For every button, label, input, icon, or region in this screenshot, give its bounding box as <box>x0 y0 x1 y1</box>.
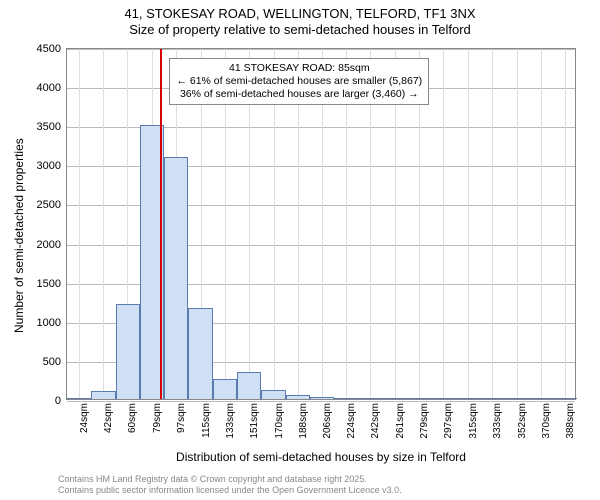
xtick-label: 315sqm <box>468 403 479 439</box>
histogram-bar <box>431 398 455 399</box>
xtick-label: 133sqm <box>225 403 236 439</box>
gridline-v <box>468 49 469 399</box>
gridline-v <box>103 49 104 399</box>
annotation-line3: 36% of semi-detached houses are larger (… <box>176 88 422 101</box>
ytick-label: 1000 <box>37 317 61 329</box>
footer-attribution: Contains HM Land Registry data © Crown c… <box>58 474 402 496</box>
histogram-bar <box>553 398 577 399</box>
xtick-label: 333sqm <box>492 403 503 439</box>
footer-line2: Contains public sector information licen… <box>58 485 402 496</box>
ytick-label: 3500 <box>37 121 61 133</box>
histogram-bar <box>237 372 261 399</box>
histogram-bar <box>286 395 310 399</box>
ytick-label: 2000 <box>37 239 61 251</box>
title-line1: 41, STOKESAY ROAD, WELLINGTON, TELFORD, … <box>0 6 600 22</box>
ytick-label: 1500 <box>37 278 61 290</box>
xtick-label: 279sqm <box>419 403 430 439</box>
x-axis-label: Distribution of semi-detached houses by … <box>66 450 576 464</box>
xtick-label: 24sqm <box>79 403 90 433</box>
histogram-bar <box>480 398 504 399</box>
histogram-bar <box>359 398 383 399</box>
xtick-label: 370sqm <box>541 403 552 439</box>
histogram-bar <box>456 398 480 399</box>
ytick-label: 3000 <box>37 160 61 172</box>
xtick-label: 170sqm <box>274 403 285 439</box>
histogram-bar <box>504 398 528 399</box>
gridline-v <box>517 49 518 399</box>
histogram-bar <box>529 398 553 399</box>
annotation-box: 41 STOKESAY ROAD: 85sqm ← 61% of semi-de… <box>169 58 429 105</box>
ytick-label: 4000 <box>37 82 61 94</box>
gridline-v <box>492 49 493 399</box>
ytick-label: 0 <box>55 395 61 407</box>
histogram-bar <box>334 398 358 399</box>
histogram-bar <box>261 390 285 399</box>
y-axis-label: Number of semi-detached properties <box>12 138 26 333</box>
xtick-label: 151sqm <box>249 403 260 439</box>
footer-line1: Contains HM Land Registry data © Crown c… <box>58 474 402 485</box>
xtick-label: 297sqm <box>443 403 454 439</box>
xtick-label: 79sqm <box>152 403 163 433</box>
xtick-label: 60sqm <box>127 403 138 433</box>
histogram-bar <box>213 379 237 399</box>
histogram-bar <box>116 304 140 399</box>
histogram-bar <box>383 398 407 399</box>
property-marker-line <box>160 49 162 399</box>
xtick-label: 206sqm <box>322 403 333 439</box>
xtick-label: 224sqm <box>346 403 357 439</box>
xtick-label: 352sqm <box>517 403 528 439</box>
xtick-label: 388sqm <box>565 403 576 439</box>
xtick-label: 115sqm <box>201 403 212 438</box>
histogram-bar <box>188 308 212 399</box>
xtick-label: 242sqm <box>370 403 381 439</box>
gridline-v <box>79 49 80 399</box>
histogram-bar <box>91 391 115 399</box>
histogram-bar <box>407 398 431 399</box>
xtick-label: 188sqm <box>298 403 309 439</box>
gridline-v <box>443 49 444 399</box>
gridline-h <box>67 401 575 402</box>
ytick-label: 4500 <box>37 43 61 55</box>
xtick-label: 42sqm <box>103 403 114 433</box>
histogram-bar <box>67 398 91 399</box>
annotation-line2: ← 61% of semi-detached houses are smalle… <box>176 75 422 88</box>
chart-title: 41, STOKESAY ROAD, WELLINGTON, TELFORD, … <box>0 0 600 39</box>
ytick-label: 2500 <box>37 199 61 211</box>
gridline-h <box>67 49 575 50</box>
annotation-line1: 41 STOKESAY ROAD: 85sqm <box>176 62 422 75</box>
gridline-v <box>565 49 566 399</box>
histogram-bar <box>164 157 188 399</box>
ytick-label: 500 <box>43 356 61 368</box>
xtick-label: 261sqm <box>395 403 406 439</box>
gridline-v <box>541 49 542 399</box>
xtick-label: 97sqm <box>176 403 187 433</box>
histogram-bar <box>310 397 334 399</box>
title-line2: Size of property relative to semi-detach… <box>0 22 600 38</box>
